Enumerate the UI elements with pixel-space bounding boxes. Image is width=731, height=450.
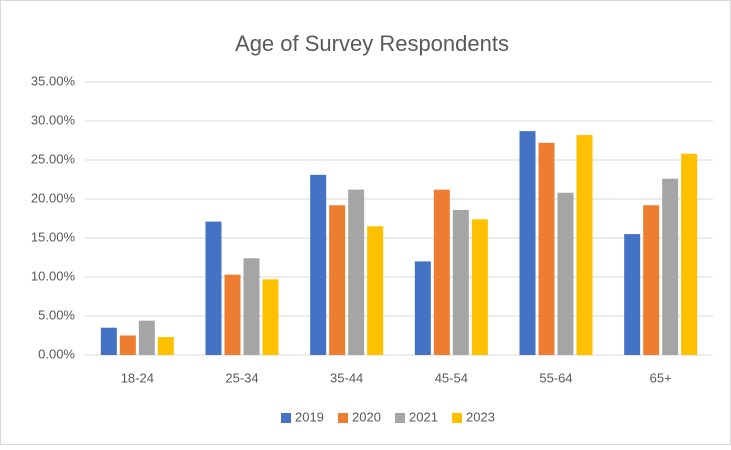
bar: [329, 205, 346, 355]
bar: [100, 327, 117, 355]
legend-label: 2021: [409, 409, 438, 424]
bar: [157, 337, 174, 355]
legend-label: 2019: [295, 409, 324, 424]
bar: [414, 261, 431, 355]
legend-label: 2020: [352, 409, 381, 424]
bar: [119, 335, 136, 355]
y-tick-label: 15.00%: [31, 229, 76, 244]
y-tick-label: 20.00%: [31, 190, 76, 205]
x-tick-label: 55-64: [539, 370, 572, 385]
bar: [538, 142, 555, 355]
legend-swatch: [395, 413, 405, 423]
x-tick-label: 18-24: [121, 370, 154, 385]
bar: [243, 258, 260, 355]
legend-swatch: [338, 413, 348, 423]
legend-label: 2023: [466, 409, 495, 424]
bar: [224, 274, 241, 355]
bar: [662, 178, 679, 355]
y-tick-label: 10.00%: [31, 268, 76, 283]
bar: [367, 226, 384, 355]
bar: [433, 189, 450, 355]
x-tick-label: 45-54: [435, 370, 468, 385]
bar: [557, 192, 574, 355]
bar: [452, 209, 469, 355]
bar: [348, 189, 365, 355]
x-tick-label: 65+: [650, 370, 672, 385]
bar: [138, 320, 155, 355]
y-tick-label: 0.00%: [38, 346, 75, 361]
y-tick-label: 5.00%: [38, 307, 75, 322]
bar: [519, 131, 536, 355]
y-tick-label: 25.00%: [31, 151, 76, 166]
bar: [681, 153, 698, 355]
x-tick-label: 25-34: [225, 370, 258, 385]
y-tick-label: 35.00%: [31, 73, 76, 88]
y-tick-label: 30.00%: [31, 112, 76, 127]
bar: [262, 279, 279, 355]
legend-swatch: [281, 413, 291, 423]
x-tick-label: 35-44: [330, 370, 363, 385]
bar: [643, 205, 660, 355]
bar: [471, 219, 488, 355]
bar: [624, 234, 641, 355]
bar: [576, 135, 593, 355]
bar: [310, 174, 327, 355]
bar: [205, 221, 222, 355]
legend-swatch: [452, 413, 462, 423]
chart-title: Age of Survey Respondents: [235, 31, 509, 56]
